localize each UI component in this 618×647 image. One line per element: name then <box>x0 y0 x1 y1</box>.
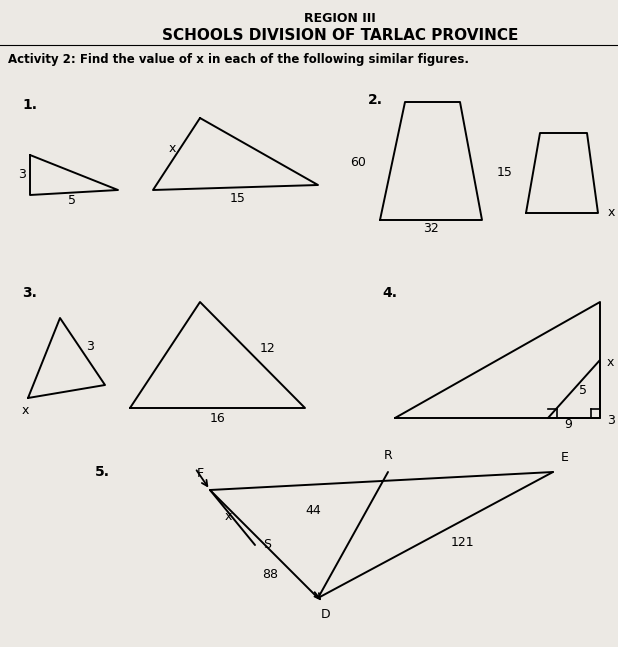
Text: E: E <box>561 451 569 464</box>
Text: 3: 3 <box>86 340 94 353</box>
Text: 3.: 3. <box>22 286 37 300</box>
Text: 15: 15 <box>497 166 513 179</box>
Text: x: x <box>21 404 28 417</box>
Text: x: x <box>607 355 614 369</box>
Text: R: R <box>384 449 392 462</box>
Text: 60: 60 <box>350 155 366 168</box>
Text: 3: 3 <box>18 168 26 182</box>
Text: SCHOOLS DIVISION OF TARLAC PROVINCE: SCHOOLS DIVISION OF TARLAC PROVINCE <box>162 28 518 43</box>
Text: 5: 5 <box>579 384 587 397</box>
Text: x: x <box>168 142 176 155</box>
Text: 5.: 5. <box>95 465 110 479</box>
Text: x: x <box>224 509 232 523</box>
Text: D: D <box>321 608 331 621</box>
Text: 1.: 1. <box>22 98 37 112</box>
Text: 121: 121 <box>450 536 474 549</box>
Text: 15: 15 <box>230 192 246 204</box>
Text: F: F <box>197 467 204 480</box>
Text: 5: 5 <box>68 193 76 206</box>
Text: 12: 12 <box>260 342 276 355</box>
Text: 44: 44 <box>305 503 321 516</box>
Text: 88: 88 <box>262 567 278 580</box>
Text: 16: 16 <box>210 411 226 424</box>
Text: 32: 32 <box>423 221 439 234</box>
Text: S: S <box>263 538 271 551</box>
Text: 2.: 2. <box>368 93 383 107</box>
Text: Activity 2: Find the value of x in each of the following similar figures.: Activity 2: Find the value of x in each … <box>8 54 469 67</box>
Text: x: x <box>608 206 616 219</box>
Text: 3: 3 <box>607 413 615 426</box>
Text: REGION III: REGION III <box>304 12 376 25</box>
Text: 4.: 4. <box>382 286 397 300</box>
Text: 9: 9 <box>564 419 572 432</box>
